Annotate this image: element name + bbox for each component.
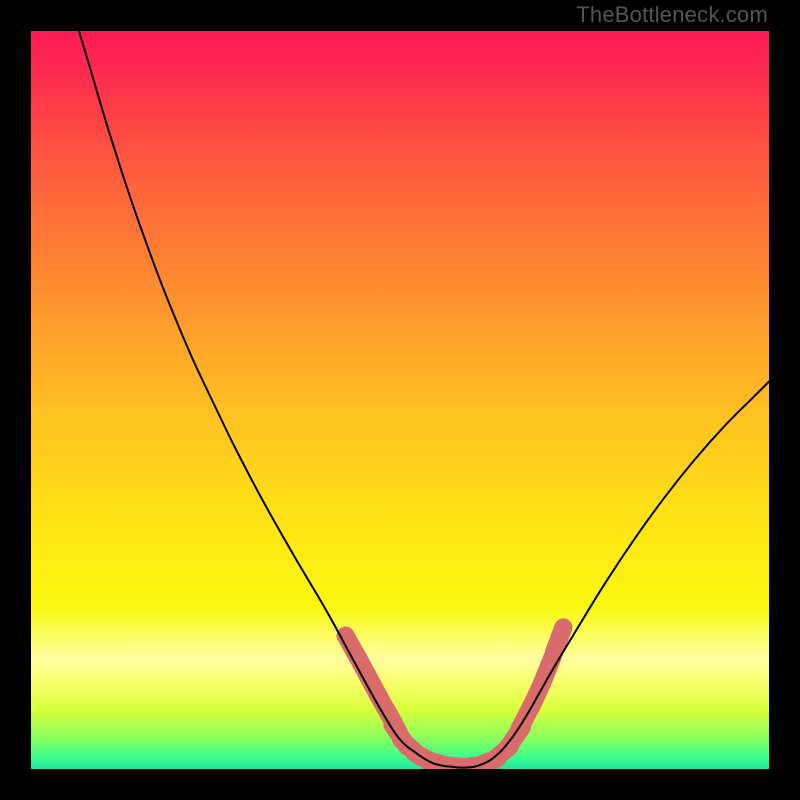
gradient-background [31,31,769,769]
plot-svg [31,31,769,769]
plot-area [31,31,769,769]
chart-frame: TheBottleneck.com [0,0,800,800]
watermark-text: TheBottleneck.com [576,2,768,28]
